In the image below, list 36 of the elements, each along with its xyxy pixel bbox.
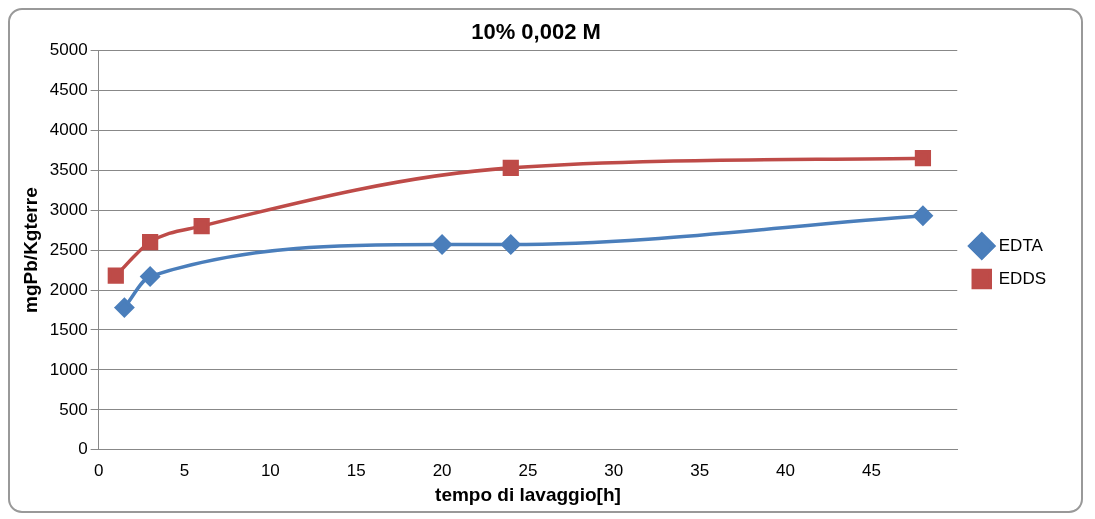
x-tick-label: 45 xyxy=(861,460,881,480)
x-tick-label: 10 xyxy=(260,460,280,480)
x-tick-label: 20 xyxy=(432,460,452,480)
legend-label: EDTA xyxy=(998,235,1044,255)
x-tick-label: 35 xyxy=(690,460,710,480)
x-tick-label: 40 xyxy=(776,460,795,480)
y-tick-label: 4000 xyxy=(49,119,88,139)
point xyxy=(502,159,519,176)
point xyxy=(914,150,932,167)
y-tick-label: 5000 xyxy=(49,40,88,60)
point xyxy=(107,267,124,284)
point xyxy=(142,234,159,251)
x-tick-label: 30 xyxy=(604,460,624,480)
legend-label: EDDS xyxy=(998,268,1046,288)
y-tick-label: 500 xyxy=(59,399,88,419)
x-tick-label: 0 xyxy=(93,460,104,480)
y-tick-label: 2500 xyxy=(49,239,88,259)
point xyxy=(913,206,933,226)
y-tick-label: 3500 xyxy=(49,159,88,179)
chart-title: 10% 0,002 M xyxy=(471,19,601,45)
y-tick-label: 4500 xyxy=(49,80,88,100)
y-axis-title: mgPb/Kgterre xyxy=(19,187,41,313)
x-tick-label: 5 xyxy=(179,460,190,480)
y-tick-label: 1500 xyxy=(49,319,88,339)
y-tick-label: 2000 xyxy=(49,279,88,299)
y-tick-label: 1000 xyxy=(49,359,88,379)
x-axis-title: tempo di lavaggio[h] xyxy=(435,483,621,505)
point xyxy=(140,266,160,287)
y-tick-label: 3000 xyxy=(49,199,88,219)
point xyxy=(501,234,521,255)
x-tick-label: 15 xyxy=(346,460,366,480)
point xyxy=(114,297,135,318)
point xyxy=(193,218,210,235)
point xyxy=(432,234,452,255)
y-tick-label: 0 xyxy=(78,439,88,459)
x-tick-label: 25 xyxy=(518,460,538,480)
